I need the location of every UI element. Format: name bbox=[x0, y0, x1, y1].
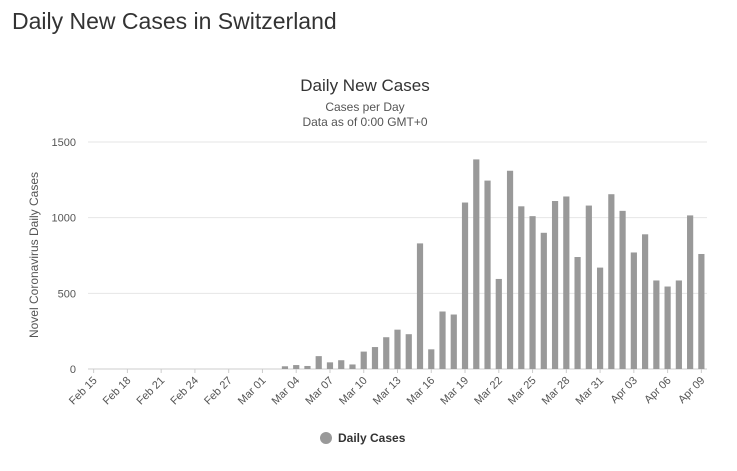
x-tick-label: Mar 22 bbox=[472, 375, 505, 408]
y-tick-label: 1000 bbox=[52, 213, 76, 225]
x-tick-label: Mar 16 bbox=[405, 375, 438, 408]
x-tick-label: Apr 09 bbox=[676, 375, 707, 406]
bar[interactable] bbox=[687, 215, 694, 369]
bar[interactable] bbox=[461, 202, 469, 369]
x-tick-label: Mar 19 bbox=[438, 375, 471, 408]
bar[interactable] bbox=[698, 253, 705, 369]
bar[interactable] bbox=[506, 170, 514, 369]
bar[interactable] bbox=[551, 201, 559, 369]
y-tick-label: 1500 bbox=[52, 137, 76, 149]
legend[interactable]: Daily Cases bbox=[320, 431, 406, 445]
chart-title: Daily New Cases bbox=[300, 76, 429, 95]
bar[interactable] bbox=[529, 216, 536, 369]
bar[interactable] bbox=[439, 311, 446, 369]
bar[interactable] bbox=[293, 365, 300, 369]
bar[interactable] bbox=[675, 280, 682, 369]
bar[interactable] bbox=[540, 232, 547, 369]
x-tick-label: Mar 31 bbox=[573, 375, 606, 408]
x-tick-label: Mar 10 bbox=[337, 375, 370, 408]
x-tick-label: Apr 06 bbox=[642, 375, 673, 406]
x-tick-label: Feb 15 bbox=[67, 375, 100, 408]
bar[interactable] bbox=[315, 356, 322, 369]
chart-subtitle-line-2: Data as of 0:00 GMT+0 bbox=[302, 115, 427, 129]
x-tick-label: Feb 21 bbox=[135, 375, 168, 408]
x-tick-label: Mar 04 bbox=[270, 375, 303, 408]
bar[interactable] bbox=[338, 360, 345, 369]
grid-lines bbox=[88, 141, 707, 370]
y-axis-ticks: 0 500 1000 1500 bbox=[52, 137, 76, 376]
x-tick-label: Feb 24 bbox=[168, 375, 201, 408]
bar[interactable] bbox=[394, 329, 401, 369]
bar[interactable] bbox=[360, 351, 367, 369]
bar[interactable] bbox=[405, 334, 412, 369]
bar[interactable] bbox=[349, 364, 356, 369]
x-tick-label: Mar 13 bbox=[371, 375, 404, 408]
bar[interactable] bbox=[495, 278, 502, 369]
bar[interactable] bbox=[653, 280, 660, 369]
x-tick-label: Mar 07 bbox=[303, 375, 336, 408]
bar[interactable] bbox=[596, 267, 604, 369]
legend-marker-daily-cases[interactable] bbox=[320, 432, 332, 444]
bars bbox=[281, 159, 705, 369]
bar[interactable] bbox=[608, 194, 615, 369]
bar[interactable] bbox=[281, 366, 289, 369]
x-tick-label: Mar 28 bbox=[540, 375, 573, 408]
x-tick-label: Feb 18 bbox=[101, 375, 134, 408]
bar[interactable] bbox=[484, 180, 491, 369]
bar[interactable] bbox=[450, 314, 457, 369]
bar[interactable] bbox=[518, 206, 525, 369]
y-tick-label: 0 bbox=[70, 364, 76, 376]
x-axis-ticks: Feb 15 Feb 18 Feb 21 Feb 24 Feb 27 Mar 01 Mar … bbox=[67, 369, 707, 407]
bar[interactable] bbox=[416, 243, 424, 369]
x-tick-label: Feb 27 bbox=[202, 375, 235, 408]
bar[interactable] bbox=[585, 205, 592, 369]
bar[interactable] bbox=[326, 362, 334, 369]
bar[interactable] bbox=[619, 210, 626, 369]
bar[interactable] bbox=[642, 234, 649, 369]
legend-label-daily-cases[interactable]: Daily Cases bbox=[338, 431, 406, 445]
page-title: Daily New Cases in Switzerland bbox=[12, 8, 337, 34]
chart-subtitle-line-1: Cases per Day bbox=[325, 100, 404, 114]
bar[interactable] bbox=[630, 252, 637, 369]
bar[interactable] bbox=[383, 337, 390, 369]
y-axis-title: Novel Coronavirus Daily Cases bbox=[27, 172, 41, 338]
bar[interactable] bbox=[371, 347, 379, 369]
bar[interactable] bbox=[563, 196, 570, 369]
y-tick-label: 500 bbox=[58, 288, 76, 300]
bar[interactable] bbox=[664, 286, 671, 369]
bar[interactable] bbox=[574, 257, 581, 369]
bar[interactable] bbox=[304, 365, 311, 369]
x-tick-label: Apr 03 bbox=[609, 375, 640, 406]
x-tick-label: Mar 01 bbox=[236, 375, 269, 408]
bar[interactable] bbox=[428, 349, 435, 369]
bar[interactable] bbox=[473, 159, 480, 369]
x-tick-label: Mar 25 bbox=[506, 375, 539, 408]
